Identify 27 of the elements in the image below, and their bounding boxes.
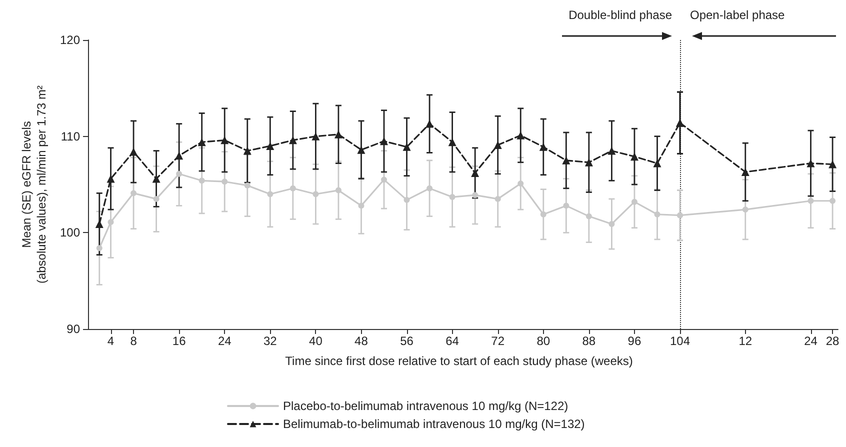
x-tick-label: 28: [826, 334, 840, 348]
x-tick-label: 12: [738, 334, 752, 348]
x-tick-label: 24: [804, 334, 818, 348]
x-tick-label: 4: [107, 334, 114, 348]
x-tick-label: 48: [354, 334, 368, 348]
x-tick-label: 104: [670, 334, 690, 348]
x-tick-label: 32: [263, 334, 278, 348]
legend-label: Placebo-to-belimumab intravenous 10 mg/kg (N=122): [283, 399, 568, 413]
y-tick-label: 120: [60, 33, 80, 47]
x-axis-title: Time since first dose relative to start of each study phase (weeks): [285, 354, 633, 368]
legend-label: Belimumab-to-belimumab intravenous 10 mg/kg (N=132): [283, 417, 585, 431]
x-tick-label: 64: [446, 334, 460, 348]
x-tick-label: 8: [130, 334, 138, 348]
y-tick-label: 90: [66, 322, 80, 336]
x-tick-label: 96: [628, 334, 642, 348]
x-tick-label: 80: [536, 334, 550, 348]
x-tick-label: 24: [218, 334, 232, 348]
y-axis-title: Mean (SE) eGFR levels (absolute values), ml/min per 1.73 m²: [20, 85, 49, 284]
text: Open-label phase: [690, 8, 786, 22]
x-tick-label: 88: [582, 334, 596, 348]
x-tick-label: 72: [491, 334, 505, 348]
x-tick-label: 16: [172, 334, 186, 348]
x-tick-label: 40: [309, 334, 323, 348]
text: Double-blind phase: [568, 8, 672, 22]
y-tick-label: 100: [60, 226, 80, 240]
y-tick-label: 110: [60, 129, 80, 144]
x-tick-label: 56: [400, 334, 414, 348]
